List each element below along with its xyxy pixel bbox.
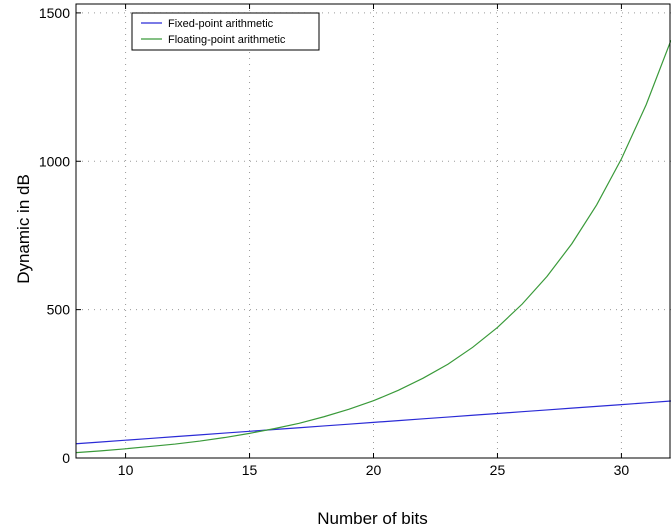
legend-box	[131, 12, 320, 51]
series-line-1	[75, 39, 671, 454]
x-tick-label: 15	[242, 462, 258, 478]
plot-frame	[75, 3, 671, 459]
legend: Fixed-point arithmetic Floating-point ari…	[131, 12, 320, 51]
x-tick-label: 30	[614, 462, 630, 478]
x-axis-title: Number of bits	[317, 509, 428, 528]
legend-label: Fixed-point arithmetic	[168, 18, 274, 30]
grid	[76, 4, 671, 459]
series-lines	[75, 39, 671, 454]
legend-label: Floating-point arithmetic	[168, 34, 286, 46]
x-tick-label: 20	[366, 462, 382, 478]
y-axis-title: Dynamic in dB	[14, 174, 33, 284]
tick-labels: 10 15 20 25 30 0 500 1000 1500	[39, 5, 630, 478]
series-line-0	[75, 400, 671, 445]
x-tick-label: 10	[118, 462, 134, 478]
y-tick-label: 1000	[39, 153, 70, 169]
y-tick-label: 0	[62, 450, 70, 466]
ticks	[76, 4, 622, 459]
y-tick-label: 500	[47, 302, 71, 318]
x-tick-label: 25	[490, 462, 506, 478]
y-tick-label: 1500	[39, 5, 70, 21]
